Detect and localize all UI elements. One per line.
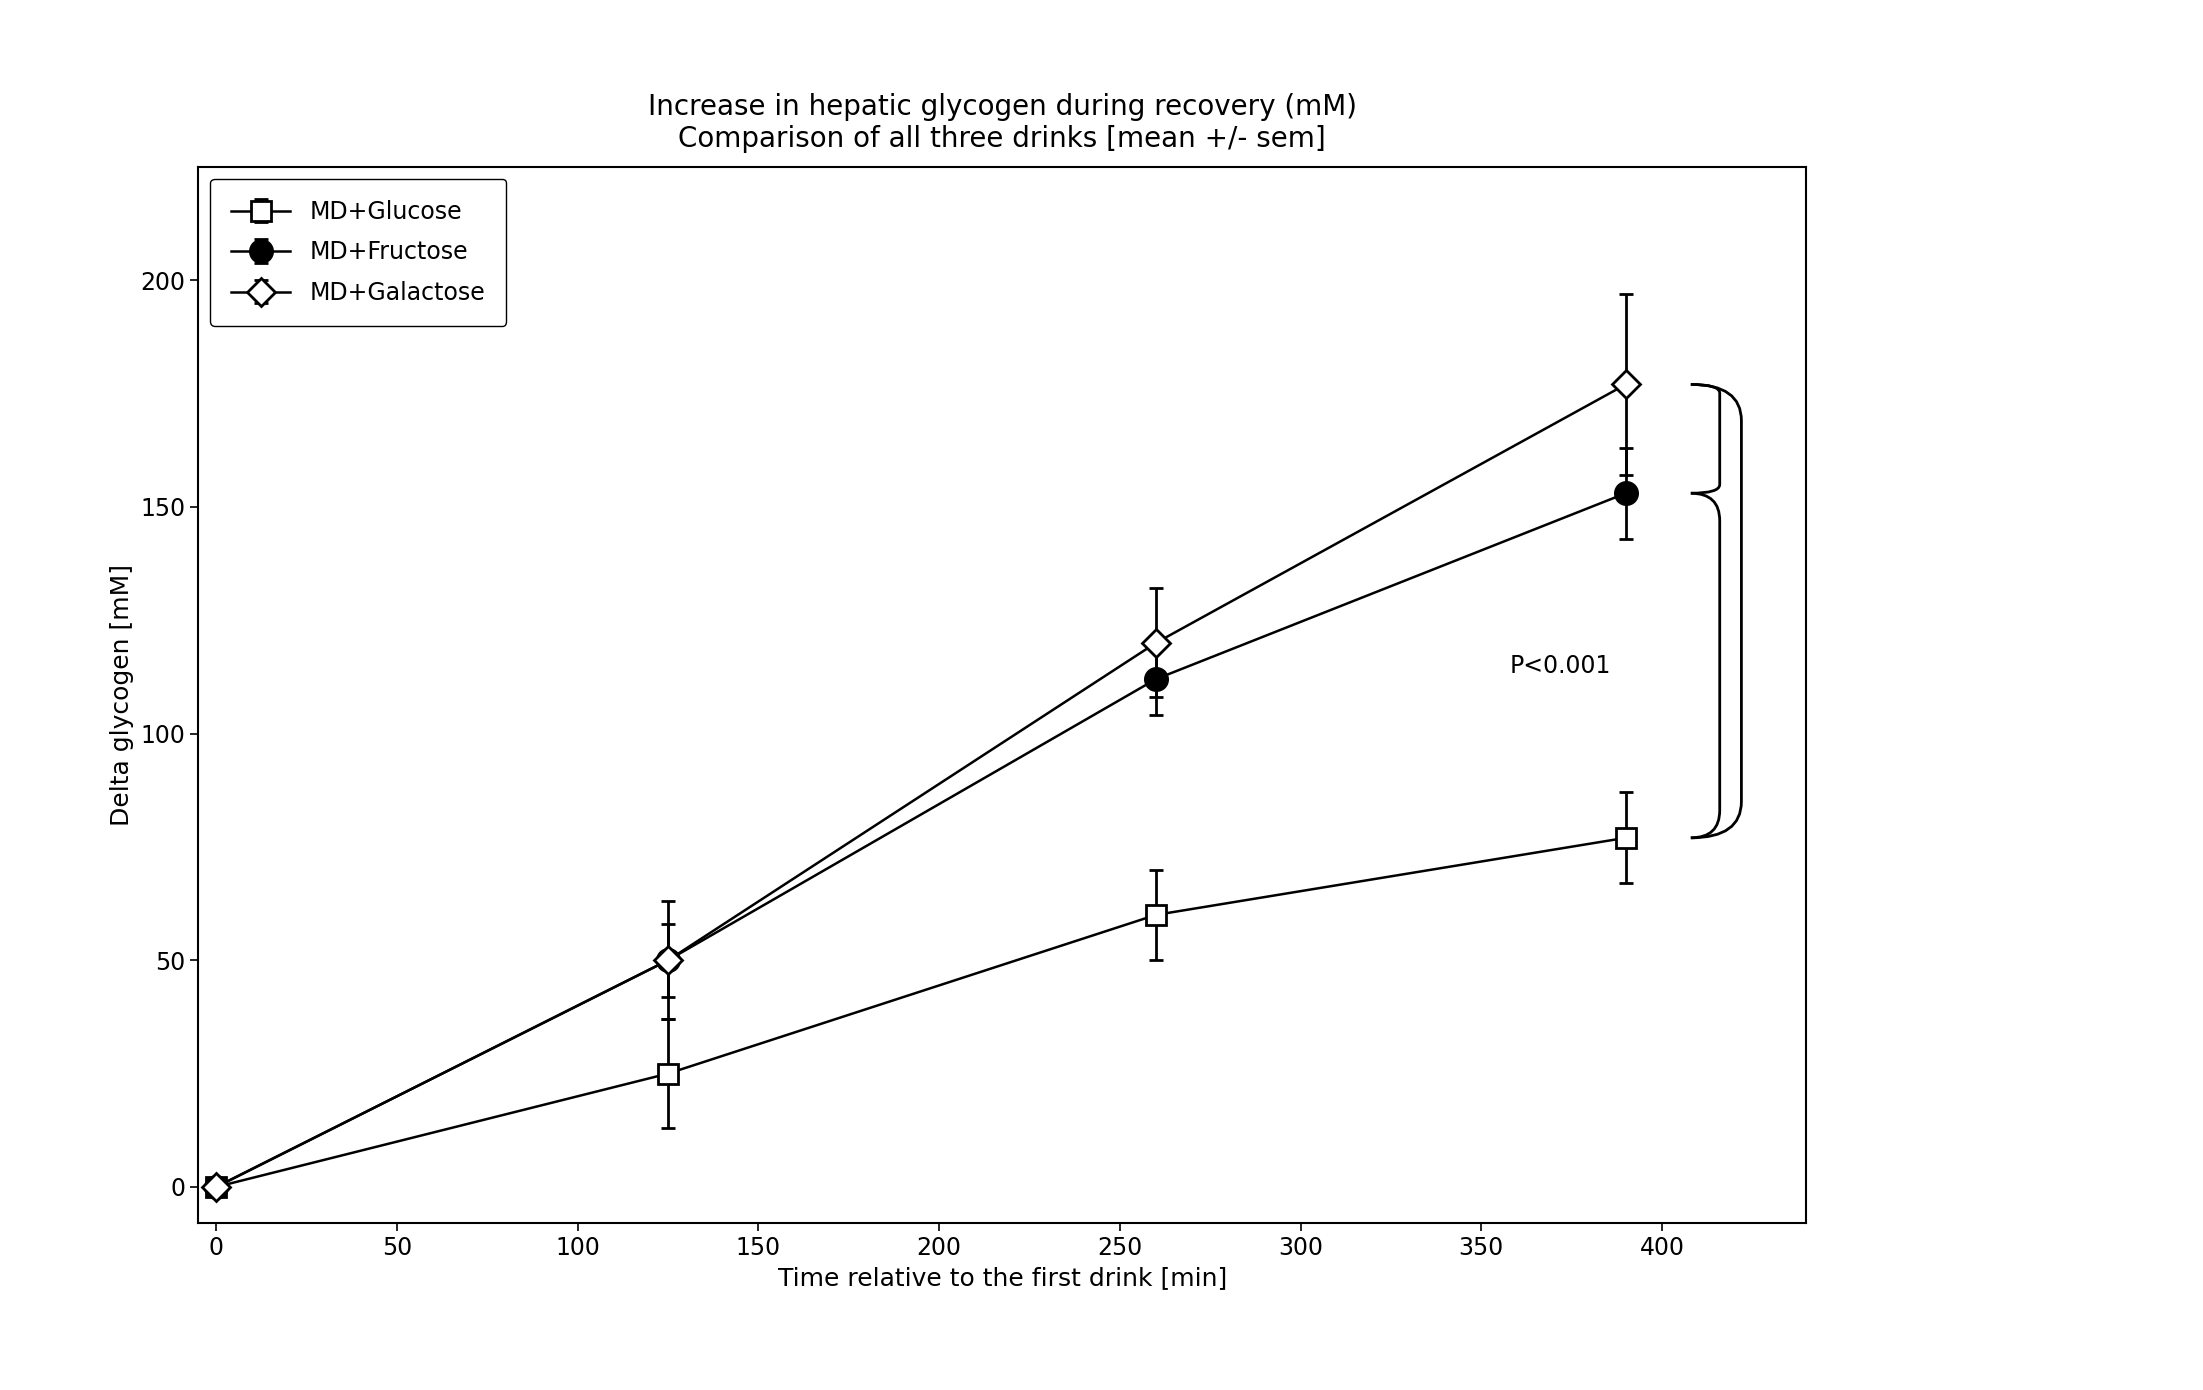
X-axis label: Time relative to the first drink [min]: Time relative to the first drink [min] — [778, 1266, 1227, 1290]
Legend: MD+Glucose, MD+Fructose, MD+Galactose: MD+Glucose, MD+Fructose, MD+Galactose — [209, 178, 507, 327]
Y-axis label: Delta glycogen [mM]: Delta glycogen [mM] — [110, 564, 134, 826]
Text: P<0.001: P<0.001 — [1509, 653, 1610, 677]
Title: Increase in hepatic glycogen during recovery (mM)
Comparison of all three drinks: Increase in hepatic glycogen during reco… — [648, 93, 1357, 153]
